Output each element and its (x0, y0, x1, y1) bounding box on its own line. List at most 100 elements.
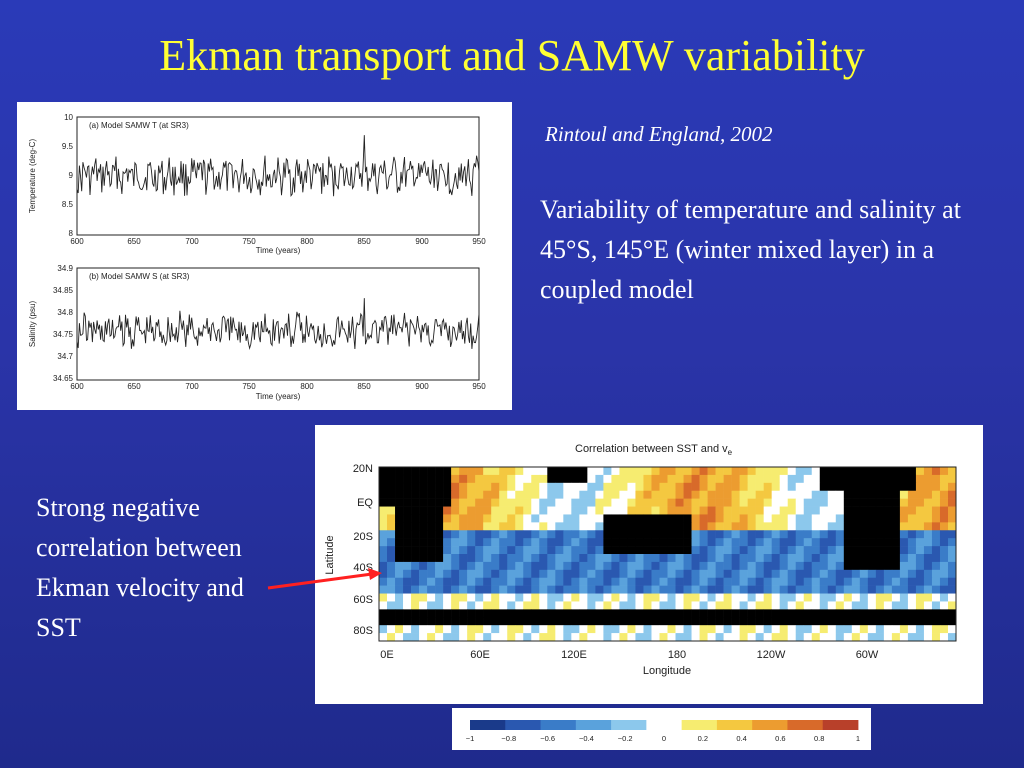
map-cell (667, 538, 676, 547)
map-cell (579, 569, 588, 579)
temperature-xtick: 650 (127, 237, 141, 246)
map-cell (555, 577, 564, 586)
map-cell (499, 577, 508, 586)
map-cell (923, 467, 933, 476)
map-cell (411, 585, 420, 594)
map-cell (531, 467, 540, 476)
map-cell (603, 593, 612, 602)
map-cell (515, 577, 524, 586)
temperature-ytick: 8 (69, 229, 74, 238)
map-cell (915, 467, 925, 476)
map-cell (851, 498, 861, 507)
map-cell (931, 577, 941, 586)
map-cell (395, 522, 404, 531)
map-cell (715, 530, 724, 539)
map-cell (875, 522, 885, 531)
map-cell (459, 561, 468, 571)
map-cell (571, 625, 580, 634)
map-cell (739, 601, 748, 610)
map-cell (699, 522, 708, 531)
map-ytick: 40S (353, 562, 373, 574)
map-cell (795, 554, 805, 563)
map-cell (827, 625, 837, 634)
map-cell (619, 617, 628, 626)
map-cell (787, 514, 797, 523)
map-cell (939, 554, 949, 563)
map-cell (771, 617, 780, 626)
map-cell (867, 617, 877, 626)
map-cell (731, 593, 740, 602)
map-cell (603, 625, 612, 634)
map-cell (515, 538, 524, 547)
map-cell (667, 601, 676, 610)
map-cell (547, 538, 556, 547)
map-cell (475, 569, 484, 579)
map-cell (563, 617, 572, 626)
map-cell (651, 546, 660, 555)
map-cell (587, 617, 596, 626)
map-cell (579, 633, 588, 642)
map-cell (755, 522, 764, 531)
map-cell (547, 514, 556, 523)
map-cell (699, 577, 708, 586)
map-cell (779, 530, 788, 539)
map-cell (875, 633, 885, 642)
map-cell (395, 467, 404, 476)
map-cell (467, 577, 476, 586)
map-cell (819, 498, 829, 507)
map-cell (947, 546, 957, 555)
map-cell (507, 625, 516, 634)
map-cell (883, 593, 893, 602)
map-cell (947, 617, 957, 626)
map-cell (771, 490, 780, 499)
map-cell (891, 561, 901, 571)
map-cell (499, 593, 508, 602)
salinity-ytick: 34.8 (57, 308, 73, 317)
map-cell (907, 546, 917, 555)
salinity-xtick: 750 (242, 382, 256, 391)
map-cell (571, 474, 580, 484)
map-cell (667, 625, 676, 634)
map-cell (467, 585, 476, 594)
map-cell (675, 569, 684, 579)
map-cell (835, 593, 845, 602)
map-cell (459, 538, 468, 547)
map-cell (451, 498, 460, 507)
map-cell (499, 490, 508, 499)
map-cell (899, 514, 909, 523)
map-cell (619, 577, 628, 586)
map-cell (691, 617, 700, 626)
map-cell (443, 514, 452, 523)
map-cell (443, 482, 452, 492)
map-cell (915, 538, 925, 547)
map-cell (491, 625, 500, 634)
map-cell (667, 490, 676, 499)
map-cell (411, 522, 420, 531)
map-cell (659, 498, 668, 507)
map-cell (691, 585, 700, 594)
map-cell (403, 569, 412, 579)
map-cell (715, 625, 724, 634)
map-cell (611, 467, 620, 476)
map-cell (403, 506, 412, 515)
map-cell (459, 569, 468, 579)
map-cell (635, 609, 644, 618)
map-cell (691, 625, 700, 634)
map-cell (939, 522, 949, 531)
map-cell (907, 554, 917, 563)
map-cell (587, 490, 596, 499)
map-cell (499, 617, 508, 626)
map-cell (771, 561, 780, 571)
map-cell (459, 490, 468, 499)
map-cell (731, 538, 740, 547)
map-cell (763, 609, 772, 618)
map-cell (555, 625, 564, 634)
colorbar-swatch (540, 720, 577, 730)
map-cell (635, 482, 644, 492)
map-cell (683, 633, 692, 642)
map-cell (667, 546, 676, 555)
map-cell (683, 617, 692, 626)
map-cell (523, 585, 532, 594)
map-cell (395, 601, 404, 610)
map-cell (427, 514, 436, 523)
